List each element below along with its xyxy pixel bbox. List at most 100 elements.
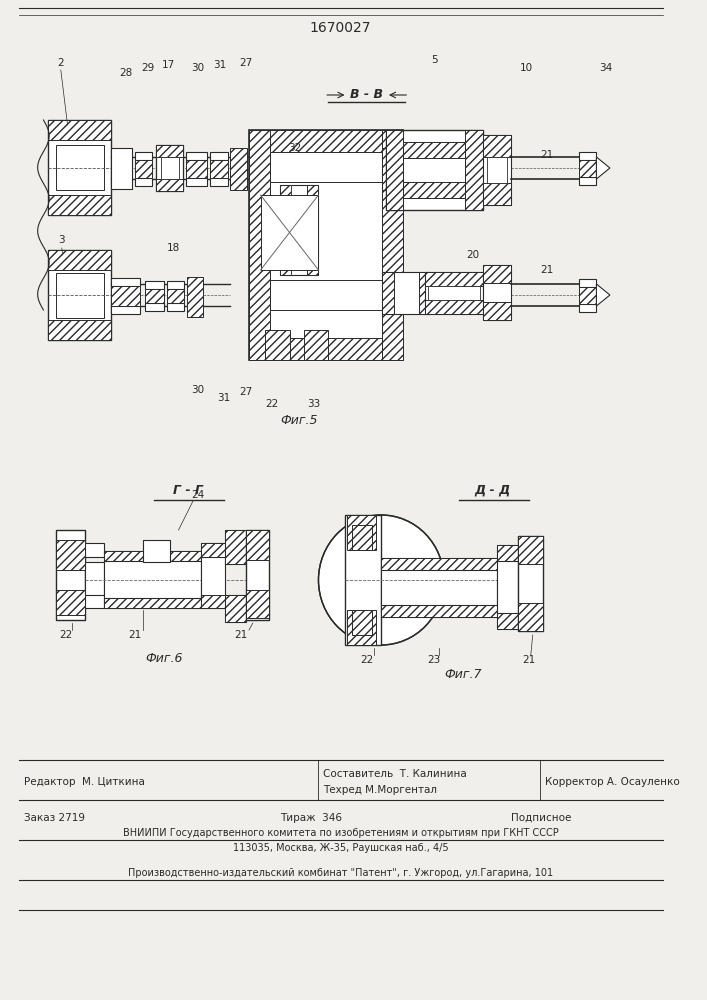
Bar [135, 178, 153, 186]
Bar [425, 272, 483, 286]
Text: Д - Д: Д - Д [474, 484, 510, 496]
Bar [497, 613, 518, 629]
Bar [111, 148, 132, 189]
Bar [246, 530, 269, 620]
Text: 22: 22 [59, 630, 72, 640]
Text: 21: 21 [522, 655, 535, 665]
Bar [48, 120, 111, 140]
Bar [111, 306, 140, 314]
Bar [280, 185, 318, 275]
Bar [56, 145, 104, 190]
Bar [156, 145, 183, 191]
Bar [265, 330, 290, 360]
Text: 21: 21 [129, 630, 141, 640]
Bar [135, 160, 153, 178]
Bar [404, 182, 465, 198]
Bar [579, 304, 597, 312]
Text: Фиг.7: Фиг.7 [445, 668, 482, 682]
Text: 28: 28 [119, 68, 132, 78]
Bar [270, 152, 382, 182]
Bar [249, 130, 404, 360]
Polygon shape [597, 284, 610, 306]
Bar [186, 178, 207, 186]
Bar [382, 272, 431, 314]
Bar [186, 152, 207, 160]
Bar [143, 540, 170, 560]
Bar [270, 338, 382, 360]
Text: Составитель  Т. Калинина: Составитель Т. Калинина [323, 769, 467, 779]
Text: Редактор  М. Циткина: Редактор М. Циткина [24, 777, 145, 787]
Bar [483, 135, 511, 157]
Text: Производственно-издательский комбинат "Патент", г. Ужгород, ул.Гагарина, 101: Производственно-издательский комбинат "П… [128, 868, 554, 878]
Bar [48, 250, 111, 270]
Bar [167, 289, 185, 303]
Bar [382, 148, 394, 190]
Text: 5: 5 [431, 55, 438, 65]
Bar [201, 543, 225, 557]
Text: 18: 18 [167, 243, 180, 253]
Bar [579, 279, 597, 287]
Text: 21: 21 [235, 630, 248, 640]
Text: Фиг.5: Фиг.5 [281, 414, 318, 426]
Text: 34: 34 [600, 63, 613, 73]
Text: 22: 22 [360, 655, 373, 665]
Bar [425, 272, 483, 314]
Bar [111, 278, 140, 286]
Bar [381, 605, 497, 617]
Bar [56, 273, 104, 318]
Bar [135, 152, 153, 160]
Bar [382, 272, 394, 314]
Bar [579, 160, 597, 177]
Bar [304, 330, 328, 360]
Bar [201, 595, 225, 608]
Bar [145, 289, 164, 303]
Bar [225, 595, 246, 622]
Bar [487, 157, 507, 183]
Bar [579, 177, 597, 185]
Text: 31: 31 [217, 393, 230, 403]
Bar [167, 281, 185, 289]
Bar [145, 281, 164, 289]
Bar [249, 130, 270, 360]
Bar [225, 530, 246, 564]
Text: 31: 31 [214, 60, 227, 70]
Bar [201, 557, 225, 597]
Bar [230, 148, 247, 190]
Text: 21: 21 [540, 150, 554, 160]
Bar [167, 303, 185, 311]
Bar [428, 286, 479, 300]
Bar [497, 613, 518, 629]
Bar [56, 530, 85, 620]
Bar [104, 551, 201, 561]
Text: 21: 21 [540, 265, 554, 275]
Bar [48, 120, 111, 215]
Bar [104, 551, 201, 561]
Text: 29: 29 [141, 63, 154, 73]
Text: 1670027: 1670027 [310, 21, 371, 35]
Bar [382, 148, 431, 190]
Bar [261, 195, 318, 270]
Text: 33: 33 [307, 399, 320, 409]
Bar [201, 595, 225, 608]
Bar [497, 545, 518, 561]
Bar [381, 558, 497, 570]
Bar [246, 590, 269, 618]
Bar [104, 598, 201, 608]
Bar [280, 185, 291, 275]
Bar [145, 303, 164, 311]
Bar [419, 148, 440, 190]
Bar [419, 272, 440, 314]
Text: 30: 30 [192, 385, 204, 395]
Bar [104, 598, 201, 608]
Bar [483, 183, 511, 205]
Bar [307, 185, 318, 275]
Bar [483, 265, 511, 283]
Bar [579, 287, 597, 304]
Bar [270, 130, 382, 152]
Bar [187, 277, 203, 317]
Bar [85, 595, 104, 608]
Bar [518, 536, 544, 631]
Bar [425, 300, 483, 314]
Bar [347, 610, 376, 645]
Text: 27: 27 [240, 58, 252, 68]
